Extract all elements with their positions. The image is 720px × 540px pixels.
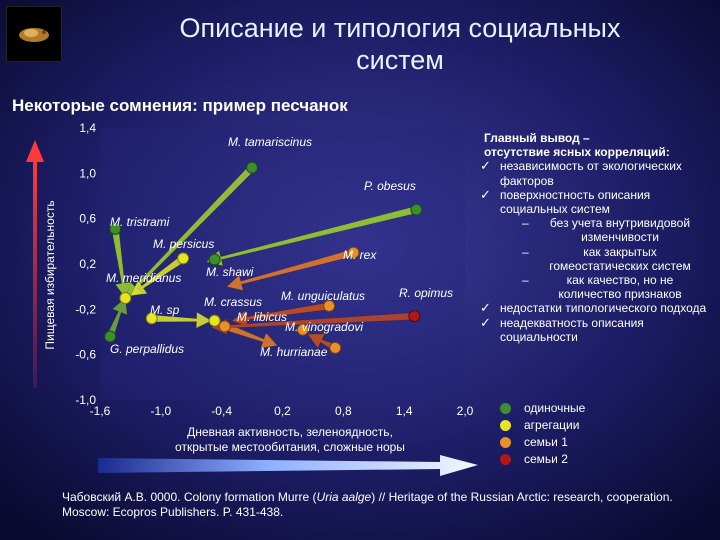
y-tick-label: 0,6 [79, 212, 96, 226]
title-line-1: Описание и типология социальных [179, 13, 621, 43]
logo [6, 6, 62, 62]
data-point-2 [410, 203, 423, 216]
point-label-12: M. vinogradovi [285, 320, 363, 334]
trend-arrow-6 [151, 311, 213, 329]
point-label-7: M. shawi [206, 265, 254, 279]
legend-item-families-1: семьи 1 [500, 434, 585, 451]
point-label-11: M. libicus [237, 310, 287, 324]
data-point-11 [208, 314, 221, 327]
trend-arrow-3 [111, 228, 132, 299]
x-axis-label-line-2: открытые местообитания, сложные норы [175, 440, 405, 454]
conclusion-heading-2: отсутствие ясных корреляций: [484, 145, 670, 160]
x-tick-label: 0,8 [335, 404, 352, 418]
slide-subtitle: Некоторые сомнения: пример песчанок [12, 96, 348, 115]
point-label-2: P. obesus [364, 179, 416, 193]
trend-arrow-9 [231, 302, 331, 327]
legend-item-solitary: одиночные [500, 400, 585, 417]
x-tick-label: -1,6 [90, 404, 111, 418]
legend-item-families-2: семьи 2 [500, 451, 585, 468]
conclusions-panel: Главный вывод – отсутствие ясных корреля… [476, 131, 712, 344]
y-tick-label: 1,0 [79, 166, 96, 180]
title-line-2: систем [356, 45, 444, 75]
legend-label-families-2: семьи 2 [524, 452, 568, 466]
conclusion-item-3: недостатки типологического подхода [476, 301, 712, 315]
data-point-6 [119, 292, 132, 304]
data-point-15 [145, 312, 158, 325]
y-tick-label: 1,4 [79, 121, 96, 135]
trend-arrow-7 [226, 248, 355, 291]
legend-swatch-solitary [500, 403, 511, 414]
data-point-14 [104, 330, 117, 343]
citation-species: Uria aalge [316, 490, 372, 504]
data-point-3 [109, 222, 122, 235]
conclusion-item-4: неадекватность описания социальности [476, 316, 712, 344]
data-point-7 [208, 253, 221, 266]
point-label-6: M. meridianus [106, 271, 181, 285]
conclusion-item-2: поверхностность описания социальных сист… [476, 188, 712, 216]
legend-label-families-1: семьи 1 [524, 435, 568, 449]
legend-label-solitary: одиночные [524, 401, 586, 415]
data-point-10 [408, 310, 421, 323]
data-point-5 [347, 246, 360, 259]
y-tick-label: -0,6 [75, 348, 96, 362]
conclusion-subitem-2: как закрытых гомеостатических систем [476, 245, 712, 273]
conclusion-subitem-3: как качество, но не количество признаков [476, 273, 712, 301]
point-label-13: M. hurrianae [260, 345, 328, 359]
legend-label-aggregations: агрегации [524, 418, 580, 432]
data-point-1 [246, 161, 259, 174]
data-point-8 [218, 320, 231, 333]
point-label-14: G. perpallidus [110, 342, 184, 356]
y-tick-label: 0,2 [79, 257, 96, 271]
point-label-1: M. tamariscinus [228, 135, 312, 149]
x-tick-label: 0,2 [274, 404, 291, 418]
slide-title: Описание и типология социальных систем [100, 12, 700, 76]
chart-legend: одиночные агрегации семьи 1 семьи 2 [500, 400, 585, 468]
point-label-9: M. unguiculatus [281, 289, 365, 303]
conclusion-heading-1: Главный вывод – [484, 131, 590, 145]
x-tick-label: -0,4 [211, 404, 232, 418]
data-point-4 [177, 252, 190, 265]
x-axis-label: Дневная активность, зеленоядность, откры… [135, 425, 445, 455]
legend-swatch-aggregations [500, 420, 511, 431]
x-tick-label: 1,4 [396, 404, 413, 418]
conclusion-item-1: независимость от экологических факторов [476, 159, 712, 187]
x-direction-arrow [98, 455, 478, 476]
point-label-4: M. persicus [153, 237, 214, 251]
point-label-8: M. crassus [204, 295, 262, 309]
citation-part-1: Чабовский А.В. 0000. Colony formation Mu… [62, 490, 317, 504]
legend-swatch-families-2 [500, 454, 511, 465]
point-label-5: M. rex [343, 248, 377, 262]
x-tick-label: -1,0 [150, 404, 171, 418]
point-label-10: R. opimus [399, 286, 453, 300]
trend-arrow-5 [129, 255, 186, 297]
legend-item-aggregations: агрегации [500, 417, 585, 434]
y-tick-label: -0,2 [75, 302, 96, 316]
y-direction-arrow [33, 158, 37, 388]
plot-area [100, 128, 465, 400]
conclusion-subitem-1: без учета внутривидовой изменчивости [476, 216, 712, 244]
legend-swatch-families-1 [500, 437, 511, 448]
x-axis-label-line-1: Дневная активность, зеленоядность, [187, 425, 393, 439]
x-tick-label: 2,0 [457, 404, 474, 418]
citation-part-2: ) // Heritage of the Russian Arctic: res… [62, 490, 673, 519]
data-point-9 [323, 299, 336, 312]
data-point-12 [296, 323, 309, 336]
point-label-3: M. tristrami [110, 215, 170, 229]
citation-footer: Чабовский А.В. 0000. Colony formation Mu… [62, 490, 712, 520]
trend-arrow-1 [124, 164, 256, 299]
y-tick-label: -1,0 [75, 393, 96, 407]
data-point-13 [329, 341, 342, 354]
point-label-15: M. sp [150, 303, 180, 317]
